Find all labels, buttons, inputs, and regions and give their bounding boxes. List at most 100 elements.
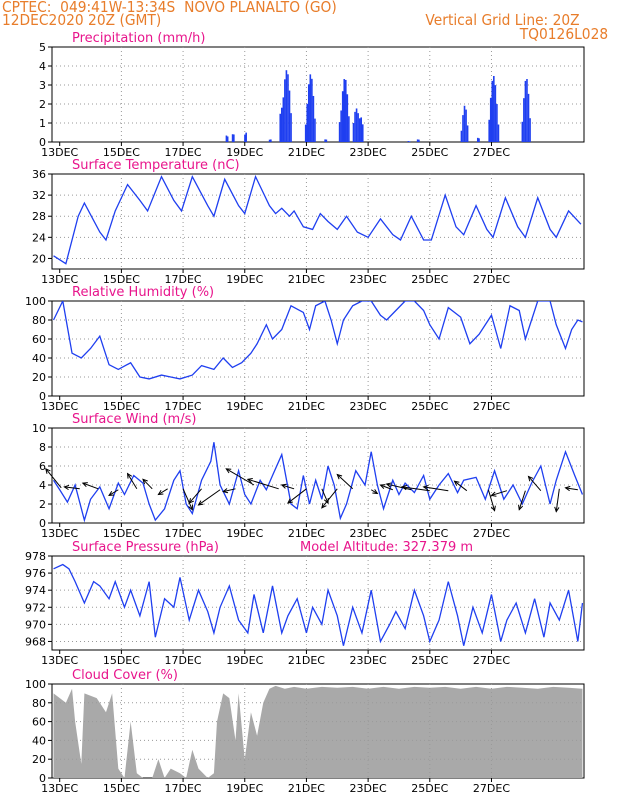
precip-bar bbox=[346, 94, 349, 142]
rh-xtick-label: 25DEC bbox=[411, 400, 448, 413]
wind-arrow bbox=[157, 488, 168, 496]
precip-bar bbox=[343, 79, 346, 142]
precip-bar bbox=[465, 109, 467, 142]
pres-series-line bbox=[53, 563, 584, 646]
wind-arrow bbox=[188, 488, 202, 504]
temp-xtick-label: 25DEC bbox=[411, 273, 448, 286]
precip-bar bbox=[341, 91, 344, 142]
precip-bar bbox=[245, 132, 247, 142]
pres-title: Surface Pressure (hPa) bbox=[72, 540, 219, 555]
precip-bar bbox=[287, 74, 289, 142]
precip-bar bbox=[463, 105, 466, 142]
pres-xtick-label: 21DEC bbox=[288, 654, 325, 667]
precip-bar bbox=[493, 75, 495, 142]
precip-xtick-label: 27DEC bbox=[473, 146, 510, 159]
precip-bar bbox=[311, 78, 313, 142]
wind-ytick-label: 6 bbox=[39, 460, 46, 473]
cloud-xtick-label: 25DEC bbox=[411, 782, 448, 795]
wind-arrow bbox=[490, 490, 508, 497]
cloud-ytick-label: 0 bbox=[39, 772, 46, 785]
wind-arrow bbox=[63, 484, 80, 491]
rh-ytick-label: 40 bbox=[32, 352, 46, 365]
temp-ytick-label: 28 bbox=[32, 210, 46, 223]
precip-bar bbox=[324, 139, 326, 142]
precip-bar bbox=[225, 135, 228, 142]
wind-ytick-label: 8 bbox=[39, 441, 46, 454]
wind-xtick-label: 15DEC bbox=[103, 527, 140, 540]
precip-bar bbox=[226, 136, 229, 142]
precip-bar bbox=[244, 134, 246, 142]
precip-bar bbox=[476, 137, 479, 142]
wind-ytick-label: 2 bbox=[39, 498, 46, 511]
precip-xtick-label: 25DEC bbox=[411, 146, 448, 159]
precip-bar bbox=[466, 125, 469, 142]
cloud-xtick-label: 23DEC bbox=[350, 782, 387, 795]
precip-bar bbox=[288, 90, 291, 142]
precip-bar bbox=[526, 79, 528, 142]
cloud-title: Cloud Cover (%) bbox=[72, 668, 178, 683]
precip-bar bbox=[494, 85, 497, 142]
wind-arrow bbox=[287, 488, 307, 504]
precip-bar bbox=[523, 98, 525, 142]
cloud-ytick-label: 20 bbox=[32, 753, 46, 766]
precip-ytick-label: 2 bbox=[39, 98, 46, 111]
precip-ytick-label: 0 bbox=[39, 136, 46, 149]
precip-ytick-label: 5 bbox=[39, 41, 46, 54]
rh-xtick-label: 19DEC bbox=[226, 400, 263, 413]
temp-panel: Surface Temperature (nC) 20 24 28 32 36 13DEC 1… bbox=[32, 158, 585, 286]
precip-bar bbox=[491, 80, 494, 142]
precip-bar bbox=[527, 93, 530, 142]
precip-bar bbox=[358, 118, 361, 142]
wind-arrow bbox=[336, 473, 354, 490]
temp-xtick-label: 21DEC bbox=[288, 273, 325, 286]
precip-bar bbox=[282, 97, 285, 142]
wind-arrow bbox=[400, 484, 430, 492]
cloud-ytick-label: 80 bbox=[32, 697, 46, 710]
pres-ytick-label: 978 bbox=[25, 550, 46, 563]
cloud-xtick-label: 27DEC bbox=[473, 782, 510, 795]
header-station: CPTEC: 049:41W-13:34S NOVO PLANALTO (GO) bbox=[2, 0, 337, 16]
wind-arrow bbox=[142, 478, 153, 490]
temp-xtick-label: 15DEC bbox=[103, 273, 140, 286]
temp-frame bbox=[51, 173, 585, 270]
precip-bar bbox=[524, 80, 527, 142]
pres-xtick-label: 15DEC bbox=[103, 654, 140, 667]
cloud-cover-area bbox=[53, 685, 583, 778]
wind-arrow bbox=[554, 488, 560, 513]
pres-ytick-label: 974 bbox=[25, 584, 46, 597]
temp-title: Surface Temperature (nC) bbox=[72, 158, 240, 173]
precip-bar bbox=[407, 141, 410, 142]
wind-xtick-label: 17DEC bbox=[165, 527, 202, 540]
precip-bar bbox=[360, 117, 363, 142]
precip-bar bbox=[338, 122, 341, 142]
rh-xtick-label: 13DEC bbox=[41, 400, 78, 413]
pres-panel: Surface Pressure (hPa) Model Altitude: 32… bbox=[25, 540, 585, 667]
wind-arrow bbox=[453, 480, 468, 492]
precip-bar bbox=[462, 115, 464, 142]
wind-title: Surface Wind (m/s) bbox=[72, 412, 196, 427]
cloud-xtick-label: 21DEC bbox=[288, 782, 325, 795]
rh-ytick-label: 60 bbox=[32, 333, 46, 346]
pres-xtick-label: 17DEC bbox=[165, 654, 202, 667]
precip-xtick-label: 17DEC bbox=[165, 146, 202, 159]
wind-arrow bbox=[321, 488, 338, 509]
precip-bar bbox=[354, 111, 356, 142]
wind-ytick-label: 0 bbox=[39, 517, 46, 530]
wind-arrow bbox=[222, 488, 236, 494]
temp-ytick-label: 32 bbox=[32, 189, 46, 202]
header-date: 12DEC2020 20Z (GMT) bbox=[2, 11, 162, 29]
precip-bar bbox=[488, 119, 490, 142]
precip-bar bbox=[521, 121, 524, 142]
precip-bar bbox=[361, 124, 364, 142]
pres-ytick-label: 970 bbox=[25, 618, 46, 631]
pres-xtick-label: 27DEC bbox=[473, 654, 510, 667]
pres-ytick-label: 968 bbox=[25, 635, 46, 648]
wind-xtick-label: 25DEC bbox=[411, 527, 448, 540]
precip-frame bbox=[51, 46, 585, 143]
wind-arrow bbox=[81, 482, 99, 490]
wind-arrow bbox=[45, 467, 62, 489]
pres-xtick-label: 25DEC bbox=[411, 654, 448, 667]
precip-bar bbox=[529, 118, 531, 142]
cloud-xtick-label: 13DEC bbox=[41, 782, 78, 795]
